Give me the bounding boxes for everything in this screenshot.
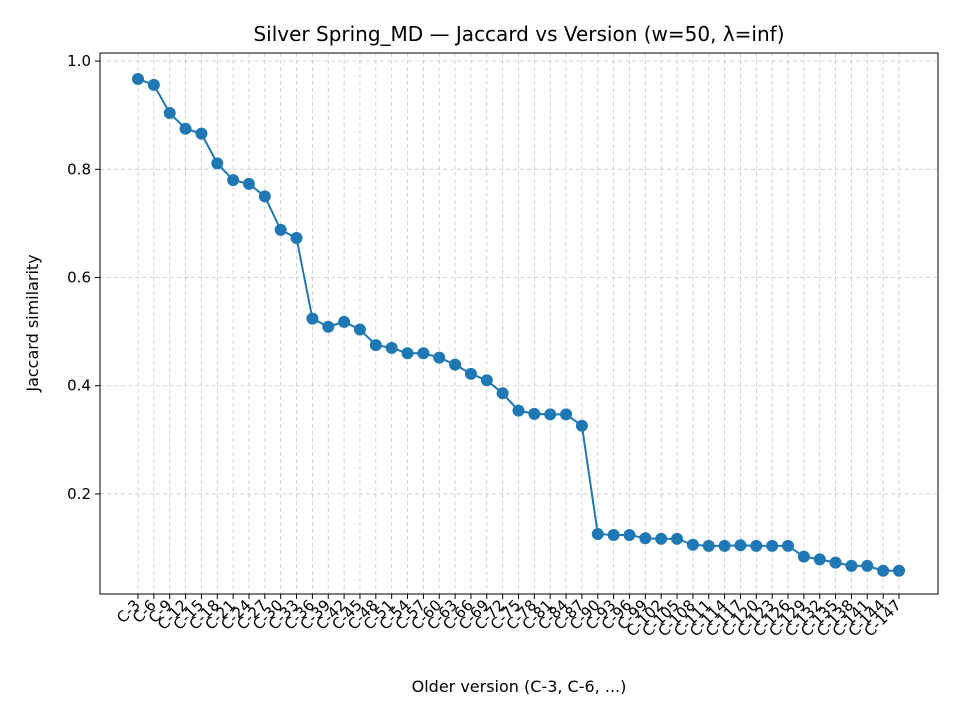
data-point (417, 347, 430, 360)
y-tick-label: 0.8 (67, 160, 91, 178)
data-point (750, 539, 763, 552)
data-point (766, 539, 779, 552)
data-point (813, 553, 826, 566)
data-point (861, 559, 874, 572)
data-point (639, 532, 652, 545)
data-point (655, 532, 668, 545)
data-point (893, 564, 905, 577)
data-point (496, 387, 509, 400)
data-point (845, 559, 858, 572)
y-axis-label: Jaccard similarity (23, 254, 42, 392)
data-point (242, 177, 255, 190)
y-tick-label: 1.0 (67, 52, 91, 70)
data-point (163, 107, 176, 120)
data-point (385, 341, 398, 354)
data-point (464, 367, 477, 380)
series-layer (132, 72, 905, 577)
chart-title: Silver Spring_MD — Jaccard vs Version (w… (253, 22, 784, 46)
data-point (353, 323, 366, 336)
y-tick-label: 0.6 (67, 269, 91, 287)
data-point (671, 532, 684, 545)
data-point (718, 539, 731, 552)
data-point (433, 351, 446, 364)
data-point (401, 347, 414, 360)
y-tick-label: 0.4 (67, 377, 91, 395)
data-point (591, 527, 604, 540)
data-point (480, 374, 493, 387)
y-tick-label: 0.2 (67, 485, 91, 503)
data-point (512, 404, 525, 417)
data-point (829, 556, 842, 569)
data-point (258, 190, 271, 203)
data-point (274, 223, 287, 236)
data-point (702, 539, 715, 552)
data-point (528, 407, 541, 420)
data-point (797, 550, 810, 563)
data-point (877, 564, 890, 577)
data-point (290, 232, 303, 245)
data-point (607, 529, 620, 542)
data-point (686, 538, 699, 551)
data-point (782, 539, 795, 552)
data-point (195, 127, 208, 140)
data-point (575, 419, 588, 432)
grid-layer (100, 53, 938, 594)
data-point (544, 408, 557, 421)
data-point (449, 358, 462, 371)
data-point (560, 408, 573, 421)
data-point (179, 122, 192, 135)
data-point (227, 174, 240, 187)
data-point (734, 539, 747, 552)
x-axis-label: Older version (C-3, C-6, ...) (412, 677, 627, 696)
data-point (369, 339, 382, 352)
data-point (322, 320, 335, 333)
data-point (623, 529, 636, 542)
data-point (211, 157, 224, 170)
data-point (338, 315, 351, 328)
axis-layer: C-3C-6C-9C-12C-15C-18C-21C-24C-27C-30C-3… (67, 52, 905, 640)
data-point (132, 72, 144, 85)
data-point (306, 312, 319, 325)
data-point (147, 78, 160, 91)
